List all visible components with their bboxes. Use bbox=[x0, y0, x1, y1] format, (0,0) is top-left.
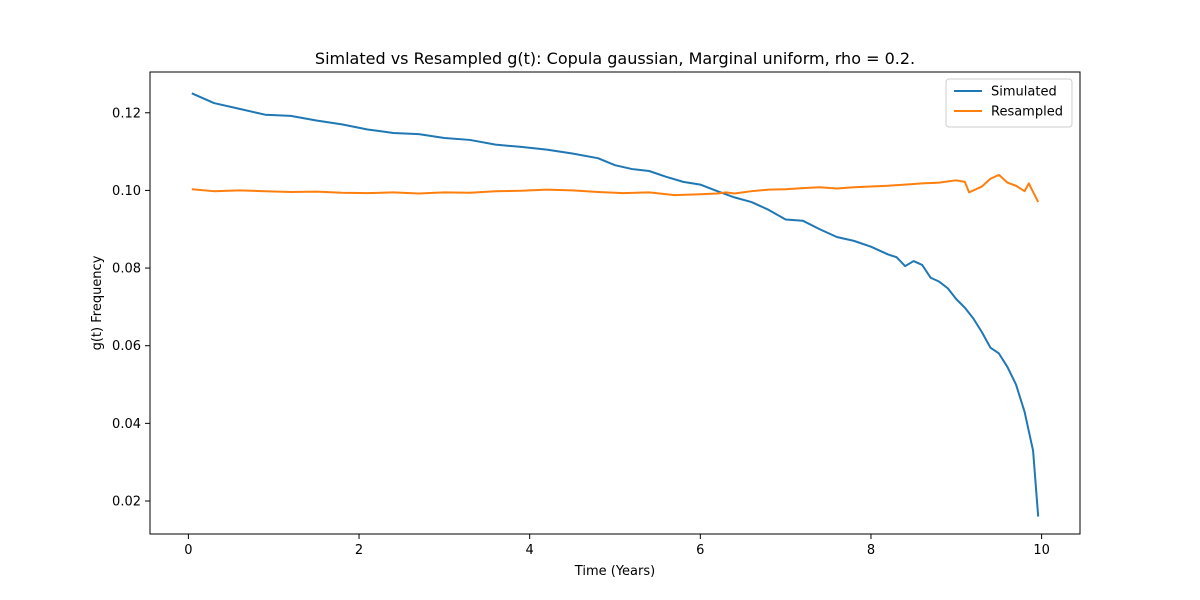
plot-area bbox=[191, 92, 1040, 517]
x-tick-label: 10 bbox=[1033, 543, 1050, 558]
chart-title: Simlated vs Resampled g(t): Copula gauss… bbox=[315, 49, 915, 68]
legend-label: Resampled bbox=[991, 105, 1063, 120]
legend-label: Simulated bbox=[991, 85, 1057, 100]
y-tick-label: 0.04 bbox=[112, 417, 141, 432]
y-tick-label: 0.02 bbox=[112, 495, 141, 510]
x-tick-label: 6 bbox=[696, 543, 704, 558]
series-line-simulated bbox=[191, 92, 1040, 517]
y-axis-label: g(t) Frequency bbox=[90, 255, 105, 350]
series-line-resampled bbox=[191, 173, 1040, 203]
x-tick-label: 2 bbox=[355, 543, 363, 558]
x-axis: 0 2 4 6 8 10 bbox=[184, 534, 1050, 558]
y-tick-label: 0.06 bbox=[112, 339, 141, 354]
y-axis: 0.02 0.04 0.06 0.08 0.10 0.12 bbox=[112, 106, 150, 510]
legend: Simulated Resampled bbox=[945, 78, 1073, 128]
x-tick-label: 4 bbox=[526, 543, 534, 558]
plot-frame bbox=[149, 71, 1081, 535]
x-tick-label: 0 bbox=[184, 543, 192, 558]
y-tick-label: 0.08 bbox=[112, 262, 141, 277]
x-tick-label: 8 bbox=[867, 543, 875, 558]
y-tick-label: 0.10 bbox=[112, 184, 141, 199]
x-axis-label: Time (Years) bbox=[574, 564, 655, 579]
y-tick-label: 0.12 bbox=[112, 106, 141, 121]
